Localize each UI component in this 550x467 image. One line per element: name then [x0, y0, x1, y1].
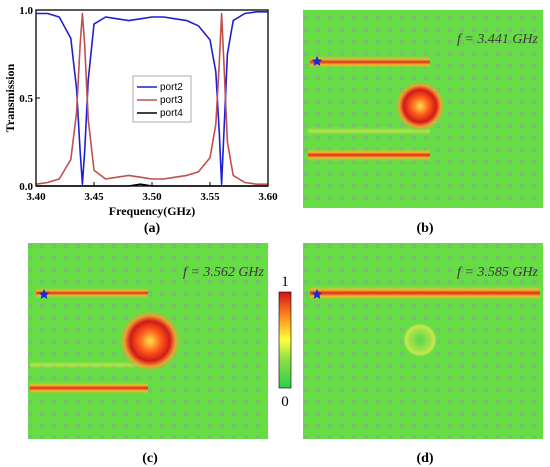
panel-label-c: (c) [142, 451, 158, 466]
lower-waveguide-glow [30, 360, 148, 370]
axis-ticks: 3.40 3.45 3.50 3.55 3.60 0.0 0.5 1.0 [19, 5, 278, 203]
field-map-d: f = 3.585 GHz (d) [303, 243, 543, 466]
cavity-weak-spot [402, 322, 438, 358]
x-axis-label: Frequency(GHz) [109, 204, 195, 218]
frequency-label-d: f = 3.585 GHz [457, 265, 539, 280]
field-map-c: f = 3.562 GHz (c) [28, 243, 268, 466]
source-star-icon [311, 56, 323, 66]
legend-box [132, 75, 192, 123]
colorbar-gradient [278, 291, 292, 389]
transmission-chart: 3.40 3.45 3.50 3.55 3.60 0.0 0.5 1.0 Frequency(… [3, 5, 278, 236]
source-star-icon [38, 289, 50, 299]
x-tick-label: 3.45 [84, 191, 104, 203]
legend-label-port3: port3 [160, 95, 183, 106]
lower-waveguide-glow [308, 126, 430, 136]
frequency-label-c: f = 3.562 GHz [183, 265, 265, 280]
series-line-port3 [35, 12, 268, 185]
through-waveguide-glow [310, 285, 540, 301]
x-tick-label: 3.40 [26, 191, 46, 203]
cavity-hotspot [118, 309, 182, 373]
frequency-label-b: f = 3.441 GHz [457, 32, 539, 47]
y-tick-label: 0.0 [19, 181, 33, 193]
legend: port2 port3 port4 [132, 75, 192, 123]
cavity-hotspot [394, 80, 446, 132]
y-axis-label: Transmission [3, 63, 17, 132]
panel-label-b: (b) [416, 221, 433, 236]
output-waveguide-glow [308, 148, 430, 162]
field-map-b: f = 3.441 GHz (b) [303, 10, 543, 236]
legend-label-port4: port4 [160, 108, 183, 119]
panel-label-a: (a) [144, 221, 161, 236]
x-tick-label: 3.50 [142, 191, 162, 203]
input-waveguide-glow [310, 55, 430, 69]
panel-label-d: (d) [416, 451, 433, 466]
x-tick-label: 3.60 [258, 191, 278, 203]
y-tick-label: 0.5 [19, 93, 33, 105]
source-star-icon [311, 289, 323, 299]
colorbar: 1 0 [278, 274, 292, 410]
output-waveguide-glow [30, 381, 148, 395]
colorbar-max-label: 1 [281, 274, 289, 290]
colorbar-min-label: 0 [281, 394, 289, 410]
legend-label-port2: port2 [160, 82, 183, 93]
input-waveguide-glow [36, 287, 148, 299]
x-tick-label: 3.55 [200, 191, 220, 203]
y-tick-label: 1.0 [19, 5, 33, 17]
